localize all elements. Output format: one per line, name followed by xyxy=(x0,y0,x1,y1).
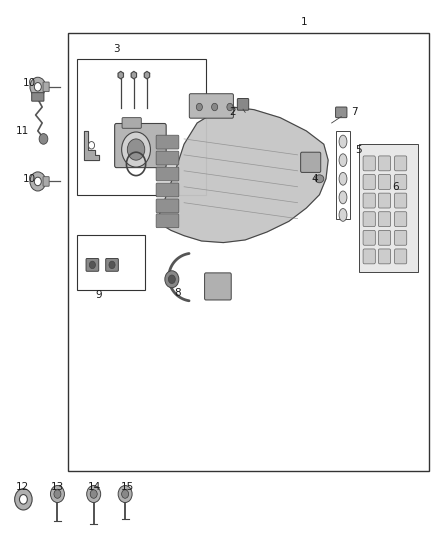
Circle shape xyxy=(39,134,48,144)
Text: 11: 11 xyxy=(16,126,29,136)
FancyBboxPatch shape xyxy=(122,118,141,128)
FancyBboxPatch shape xyxy=(43,82,49,92)
Bar xyxy=(336,131,350,219)
FancyBboxPatch shape xyxy=(378,230,391,245)
FancyBboxPatch shape xyxy=(32,93,44,101)
Circle shape xyxy=(34,177,41,185)
FancyBboxPatch shape xyxy=(363,212,375,227)
Text: 12: 12 xyxy=(16,482,29,492)
FancyBboxPatch shape xyxy=(43,176,49,186)
Polygon shape xyxy=(158,107,328,243)
Circle shape xyxy=(109,261,115,269)
Ellipse shape xyxy=(339,135,347,148)
Text: 10: 10 xyxy=(22,78,35,88)
Circle shape xyxy=(87,486,101,503)
Circle shape xyxy=(89,261,95,269)
FancyBboxPatch shape xyxy=(115,124,166,167)
FancyBboxPatch shape xyxy=(363,174,375,189)
FancyBboxPatch shape xyxy=(378,249,391,264)
Bar xyxy=(68,33,428,471)
Circle shape xyxy=(122,132,150,167)
Circle shape xyxy=(165,271,179,288)
FancyBboxPatch shape xyxy=(395,212,407,227)
Circle shape xyxy=(54,490,61,498)
Circle shape xyxy=(122,490,129,498)
Circle shape xyxy=(54,490,60,498)
FancyBboxPatch shape xyxy=(300,152,321,172)
Ellipse shape xyxy=(315,175,324,183)
Text: 13: 13 xyxy=(51,482,64,492)
Polygon shape xyxy=(118,71,124,79)
FancyBboxPatch shape xyxy=(378,156,391,171)
Circle shape xyxy=(90,490,97,498)
FancyBboxPatch shape xyxy=(336,107,347,118)
FancyBboxPatch shape xyxy=(156,183,179,197)
Ellipse shape xyxy=(339,191,347,204)
FancyBboxPatch shape xyxy=(156,199,179,213)
Bar xyxy=(77,235,145,290)
FancyBboxPatch shape xyxy=(156,167,179,181)
Circle shape xyxy=(168,275,175,284)
Bar xyxy=(77,59,206,195)
Ellipse shape xyxy=(339,172,347,185)
Circle shape xyxy=(91,490,97,498)
Text: 15: 15 xyxy=(121,482,134,492)
FancyBboxPatch shape xyxy=(156,135,179,149)
Text: 6: 6 xyxy=(392,182,399,192)
Bar xyxy=(359,144,418,272)
Polygon shape xyxy=(144,71,150,79)
Circle shape xyxy=(30,172,46,191)
Circle shape xyxy=(88,142,95,149)
FancyBboxPatch shape xyxy=(156,214,179,228)
Ellipse shape xyxy=(339,208,347,221)
Circle shape xyxy=(127,139,145,160)
Circle shape xyxy=(34,83,41,91)
Text: 9: 9 xyxy=(95,289,102,300)
FancyBboxPatch shape xyxy=(156,151,179,165)
FancyBboxPatch shape xyxy=(378,174,391,189)
FancyBboxPatch shape xyxy=(86,259,99,271)
FancyBboxPatch shape xyxy=(189,94,233,118)
FancyBboxPatch shape xyxy=(395,156,407,171)
Text: 4: 4 xyxy=(312,174,318,184)
FancyBboxPatch shape xyxy=(237,99,249,110)
FancyBboxPatch shape xyxy=(378,212,391,227)
Text: 3: 3 xyxy=(113,44,120,53)
Circle shape xyxy=(50,486,64,503)
Circle shape xyxy=(14,489,32,510)
Circle shape xyxy=(227,103,233,111)
FancyBboxPatch shape xyxy=(363,193,375,208)
Text: 14: 14 xyxy=(88,482,101,492)
FancyBboxPatch shape xyxy=(363,230,375,245)
Circle shape xyxy=(122,490,128,498)
Circle shape xyxy=(212,103,218,111)
Polygon shape xyxy=(131,71,137,79)
FancyBboxPatch shape xyxy=(378,193,391,208)
FancyBboxPatch shape xyxy=(395,230,407,245)
Circle shape xyxy=(196,103,202,111)
Text: 7: 7 xyxy=(351,107,358,117)
FancyBboxPatch shape xyxy=(106,259,118,271)
Circle shape xyxy=(118,486,132,503)
FancyBboxPatch shape xyxy=(395,193,407,208)
FancyBboxPatch shape xyxy=(363,249,375,264)
Circle shape xyxy=(19,495,27,504)
FancyBboxPatch shape xyxy=(395,174,407,189)
FancyBboxPatch shape xyxy=(363,156,375,171)
Text: 2: 2 xyxy=(229,107,235,117)
Text: 10: 10 xyxy=(22,174,35,184)
FancyBboxPatch shape xyxy=(205,273,231,300)
Ellipse shape xyxy=(339,154,347,166)
Text: 5: 5 xyxy=(355,144,362,155)
FancyBboxPatch shape xyxy=(395,249,407,264)
Polygon shape xyxy=(84,131,99,160)
Circle shape xyxy=(30,77,46,96)
Text: 1: 1 xyxy=(301,17,307,27)
Text: 8: 8 xyxy=(174,288,181,298)
